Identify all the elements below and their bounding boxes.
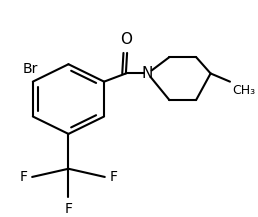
- Text: CH₃: CH₃: [232, 84, 255, 97]
- Text: Br: Br: [23, 61, 38, 76]
- Text: N: N: [142, 66, 153, 81]
- Text: F: F: [64, 202, 72, 215]
- Text: F: F: [110, 170, 118, 184]
- Text: O: O: [120, 32, 132, 47]
- Text: F: F: [19, 170, 27, 184]
